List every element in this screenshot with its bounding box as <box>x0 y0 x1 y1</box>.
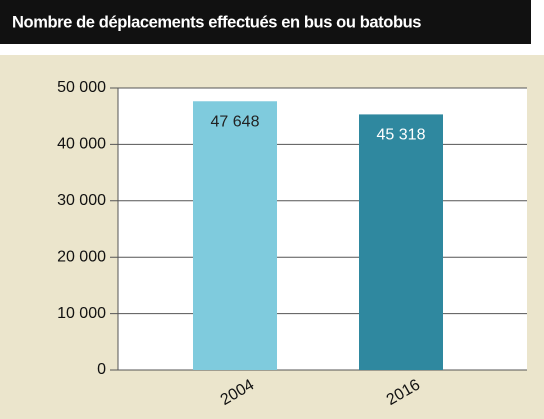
plot-area <box>118 88 527 370</box>
y-tick-label: 50 000 <box>57 79 106 96</box>
y-tick-label: 20 000 <box>57 248 106 265</box>
y-tick-label: 40 000 <box>57 136 106 153</box>
bar <box>359 114 443 370</box>
chart-title: Nombre de déplacements effectués en bus … <box>12 13 421 31</box>
title-bar <box>0 0 531 44</box>
y-tick-label: 0 <box>97 361 106 378</box>
value-label: 45 318 <box>377 127 426 144</box>
y-tick-label: 10 000 <box>57 305 106 322</box>
bar <box>193 101 277 370</box>
y-tick-label: 30 000 <box>57 192 106 209</box>
value-label: 47 648 <box>211 113 260 130</box>
